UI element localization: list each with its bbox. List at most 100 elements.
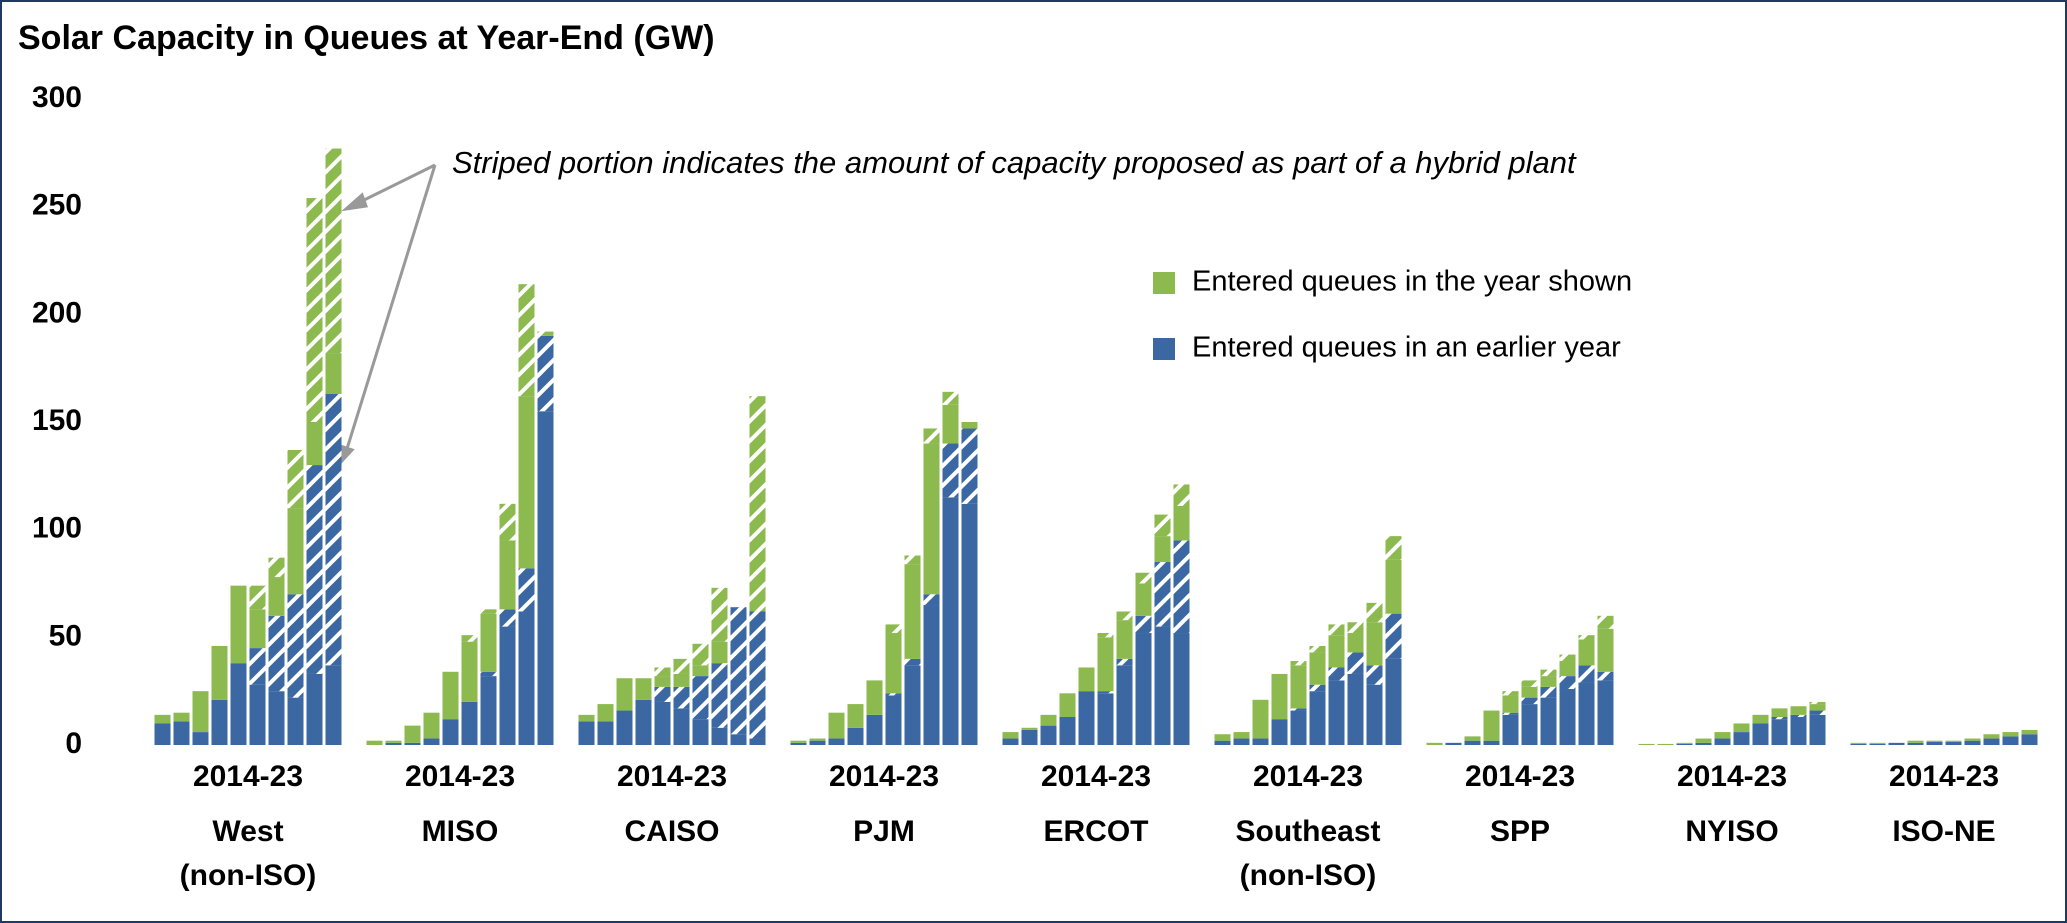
hybrid-bar-segment (749, 611, 766, 739)
bar-segment (442, 719, 459, 745)
x-period-label: 2014-23 (1465, 760, 1575, 793)
hybrid-bar-segment (923, 428, 940, 444)
bar-segment (1214, 740, 1231, 745)
hybrid-bar-segment (904, 555, 921, 565)
bar-segment (1850, 742, 1867, 744)
bar-segment (1271, 673, 1288, 720)
bar-segment (1521, 704, 1538, 745)
x-period-label: 2014-23 (1041, 760, 1151, 793)
hybrid-bar-segment (461, 635, 478, 642)
bar-segment (904, 564, 921, 659)
hybrid-bar-segment (306, 198, 323, 422)
x-period-label: 2014-23 (617, 760, 727, 793)
bar-segment (1154, 536, 1171, 562)
hybrid-bar-segment (287, 449, 304, 509)
bar-segment (961, 503, 978, 745)
bar-segment (1464, 736, 1481, 741)
bar-segment (1464, 740, 1481, 745)
bar-segment (1907, 742, 1924, 745)
hybrid-bar-segment (923, 594, 940, 606)
bar-segment (885, 695, 902, 745)
bar-segment (268, 691, 285, 745)
bar-segment (1733, 732, 1750, 745)
hybrid-bar-segment (1116, 658, 1133, 666)
hybrid-bar-segment (1097, 691, 1114, 694)
bar-segment (1578, 639, 1595, 666)
bar-segment (1676, 743, 1693, 745)
x-period-label: 2014-23 (405, 760, 515, 793)
bar-segment (404, 725, 421, 743)
bar-segment (1926, 740, 1943, 742)
hybrid-bar-segment (1385, 536, 1402, 560)
y-tick-label: 200 (32, 296, 82, 329)
bar-segment (1135, 633, 1152, 745)
bar-segment (692, 665, 709, 677)
bar-segment (730, 734, 747, 745)
legend-label: Entered queues in the year shown (1192, 266, 1632, 298)
bar-segment (1021, 729, 1038, 745)
bar-segment (1214, 734, 1231, 741)
hybrid-bar-segment (1366, 602, 1383, 623)
bar-segment (1926, 741, 1943, 745)
x-category-label: CAISO (624, 815, 719, 848)
bar-segment (847, 704, 864, 728)
bar-segment (325, 665, 342, 745)
bar-segment (847, 727, 864, 745)
hybrid-bar-segment (711, 587, 728, 642)
bar-segment (1173, 505, 1190, 541)
bar-segment (1790, 717, 1807, 745)
bar-segment (385, 740, 402, 743)
hybrid-bar-segment (673, 686, 690, 709)
hybrid-bar-segment (1502, 691, 1519, 696)
bar-segment (1888, 742, 1905, 745)
bar-segment (192, 691, 209, 733)
hybrid-bar-segment (1135, 572, 1152, 584)
bar-segment (385, 742, 402, 745)
hybrid-bar-segment (1790, 714, 1807, 718)
bar-segment (923, 605, 940, 745)
hybrid-bar-segment (1290, 708, 1307, 711)
bar-segment (1771, 719, 1788, 745)
bar-segment (154, 714, 171, 724)
bar-segment (499, 540, 516, 610)
bar-segment (1964, 738, 1981, 741)
bar-segment (1002, 738, 1019, 745)
bar-segment (306, 673, 323, 745)
y-tick-label: 0 (65, 727, 82, 760)
hybrid-bar-segment (885, 693, 902, 696)
bar-segment (1714, 732, 1731, 739)
bar-segment (537, 411, 554, 745)
hybrid-bar-segment (730, 607, 747, 735)
hybrid-bar-segment (942, 443, 959, 498)
bar-segment (1752, 723, 1769, 745)
hybrid-bar-segment (1154, 514, 1171, 537)
bar-segment (1347, 633, 1364, 653)
bar-segment (1002, 732, 1019, 739)
bar-segment (1733, 723, 1750, 733)
bar-segment (1559, 661, 1576, 677)
bar-segment (1385, 559, 1402, 614)
y-tick-label: 50 (49, 619, 82, 652)
bar-segment (1252, 738, 1269, 745)
bar-segment (711, 727, 728, 745)
hybrid-bar-segment (673, 658, 690, 674)
bar-segment (1578, 682, 1595, 745)
hybrid-bar-segment (1521, 680, 1538, 687)
bar-segment (673, 673, 690, 687)
bar-segment (597, 721, 614, 745)
bar-segment (173, 721, 190, 745)
x-category-label: MISO (422, 815, 499, 848)
bar-segment (518, 611, 535, 745)
y-tick-label: 150 (32, 404, 82, 437)
hybrid-bar-segment (1328, 667, 1345, 681)
bar-segment (1271, 719, 1288, 745)
bar-segment (1945, 741, 1962, 745)
bar-segment (1445, 742, 1462, 745)
bar-segment (306, 422, 323, 466)
bar-segment (673, 708, 690, 745)
bar-segment (249, 609, 266, 649)
hybrid-bar-segment (499, 503, 516, 541)
x-category-label: West (212, 815, 283, 848)
x-category-label: ISO-NE (1892, 815, 1995, 848)
